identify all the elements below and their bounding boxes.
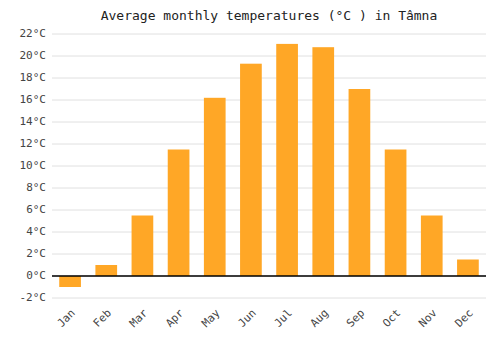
y-tick-label: 14°C [20,115,47,128]
bar [312,47,334,276]
grid-line [52,298,486,299]
x-tick-label: Dec [452,307,475,330]
x-tick-label: Jul [272,307,295,330]
y-tick-label: 2°C [26,247,46,260]
bar [457,260,479,277]
zero-line [52,275,486,277]
grid-line [52,166,486,167]
y-axis: -2°C 0°C 2°C 4°C 6°C 8°C 10°C 12°C 14°C 16°C 18°C 2… [20,27,47,304]
y-tick-label: 4°C [26,225,46,238]
bar [204,98,226,276]
chart-container: Average monthly temperatures (°C ) in Tâ… [0,0,500,350]
x-tick-label: Aug [308,307,331,330]
bar [59,276,81,287]
x-tick-label: Oct [380,307,403,330]
x-tick-label: Mar [127,306,151,330]
grid-line [52,56,486,57]
grid [52,34,486,298]
y-tick-label: -2°C [20,291,47,304]
grid-line [52,100,486,101]
grid-line [52,210,486,211]
bar [168,150,190,277]
grid-line [52,34,486,35]
x-tick-label: Jan [55,307,78,330]
bars [59,44,479,287]
x-tick-label: Apr [163,306,187,330]
y-tick-label: 20°C [20,49,47,62]
y-tick-label: 10°C [20,159,47,172]
grid-line [52,276,486,277]
x-axis: Jan Feb Mar Apr May Jun Jul Aug Sep Oct Nov Dec [55,306,476,330]
grid-line [52,122,486,123]
x-tick-label: Jun [235,307,258,330]
y-tick-label: 12°C [20,137,47,150]
bar [240,64,262,276]
chart-title: Average monthly temperatures (°C ) in Tâ… [101,8,438,23]
y-tick-label: 8°C [26,181,46,194]
bar [95,265,117,276]
bar [421,216,443,277]
x-tick-label: Feb [91,307,114,330]
bar [132,216,154,277]
x-tick-label: May [199,306,223,330]
bar [349,89,371,276]
grid-line [52,144,486,145]
chart: Average monthly temperatures (°C ) in Tâ… [0,0,500,350]
x-tick-label: Sep [344,307,367,330]
y-tick-label: 22°C [20,27,47,40]
grid-line [52,78,486,79]
y-tick-label: 0°C [26,269,46,282]
y-tick-label: 16°C [20,93,47,106]
y-tick-label: 6°C [26,203,46,216]
grid-line [52,188,486,189]
y-tick-label: 18°C [20,71,47,84]
x-tick-label: Nov [416,306,440,330]
bar [385,150,407,277]
bar [276,44,298,276]
